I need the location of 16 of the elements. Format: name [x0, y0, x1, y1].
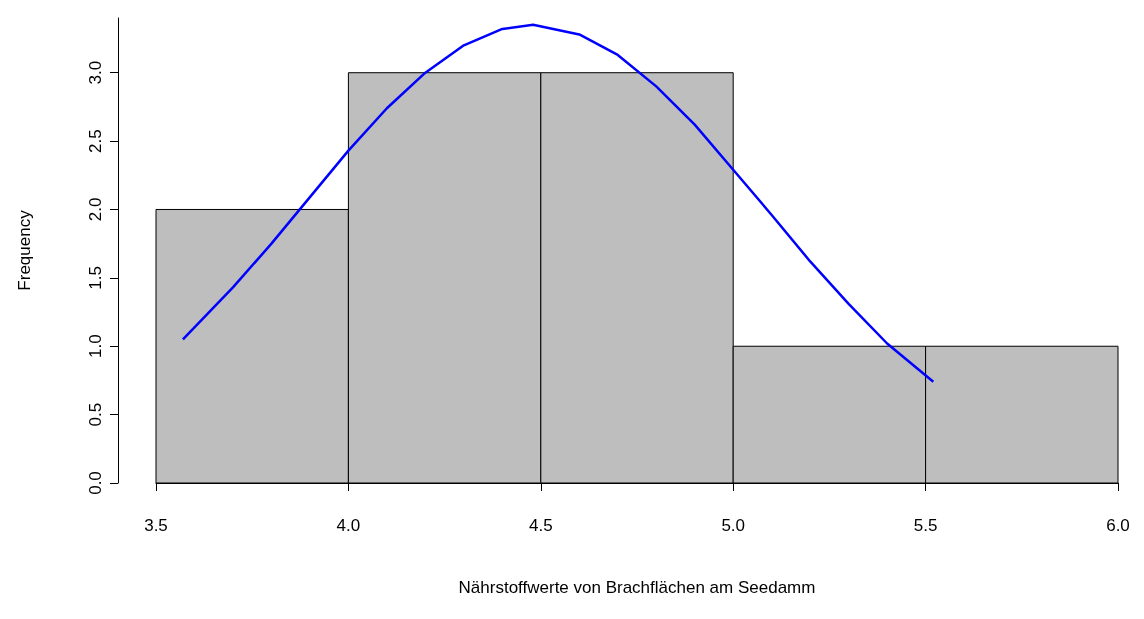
x-axis-title: Nährstoffwerte von Brachflächen am Seedamm	[458, 578, 816, 597]
y-tick-label: 0.5	[86, 402, 105, 427]
y-tick-label: 1.5	[86, 266, 105, 290]
x-tick-label: 6.0	[1106, 516, 1130, 535]
x-tick-label: 4.0	[336, 516, 361, 535]
y-axis-title: Frequency	[15, 209, 34, 291]
y-tick-label: 3.0	[86, 60, 105, 85]
y-tick-label: 1.0	[86, 334, 105, 359]
x-tick-label: 3.5	[144, 516, 168, 535]
x-tick-label: 4.5	[528, 516, 553, 535]
y-tick-label: 0.0	[86, 471, 105, 495]
x-tick-label: 5.5	[913, 516, 938, 535]
y-tick-label: 2.5	[86, 129, 105, 153]
line-series	[181, 23, 935, 384]
x-tick-label: 5.0	[721, 516, 746, 535]
y-tick-label: 2.0	[86, 197, 105, 222]
